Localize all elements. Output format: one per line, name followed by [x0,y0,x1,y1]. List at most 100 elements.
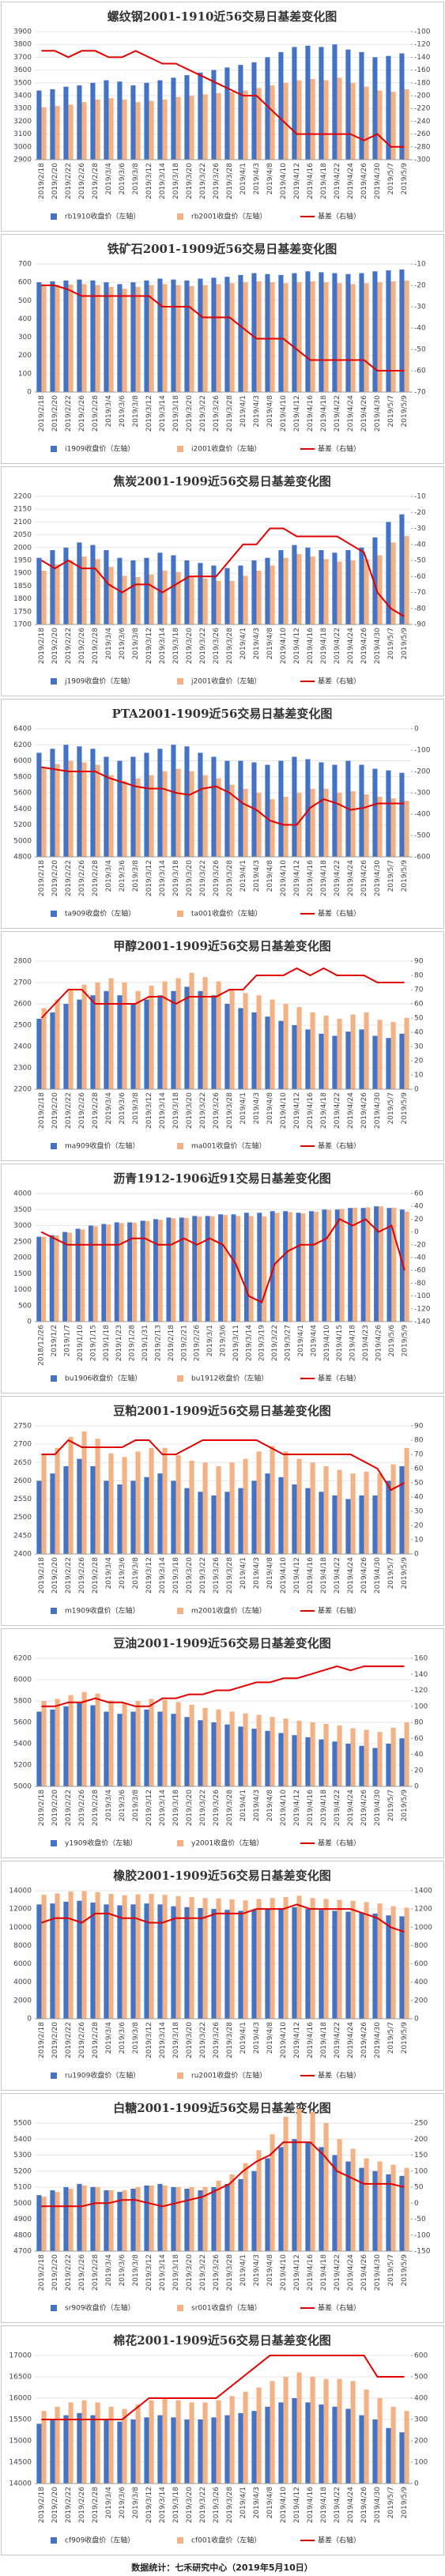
bar [345,550,351,624]
y-tick-label: 5100 [13,2184,32,2192]
bar [81,1891,87,2019]
bar [135,1701,141,1786]
bar [218,1214,223,1322]
bar [184,1488,190,1554]
bar [265,1909,270,2019]
bar [224,1004,230,1089]
bar [243,2163,248,2251]
y-tick-label: 2150 [13,506,32,514]
y2-tick-label: -60 [414,573,426,581]
bar [202,977,208,1089]
bar [144,1903,149,2019]
bar [108,2406,114,2484]
x-tick-label: 2019/3/12 [145,2254,153,2291]
bar [323,1899,329,2019]
y-tick-label: 5000 [13,2200,32,2208]
x-tick-label: 2019/2/22 [65,2254,73,2291]
x-tick-label: 2019/4/26 [375,1325,383,1361]
x-tick-label: 2019/4/8 [266,1790,274,1822]
bar [243,1900,248,2019]
bar [256,1451,262,1554]
bar [377,797,383,857]
x-tick-label: 2019/3/1 [206,1325,214,1356]
chart-title: 沥青1912-1906近91交易日基差变化图 [113,1171,331,1186]
bar [359,764,364,857]
basis-line [41,50,405,148]
bar [319,1033,324,1089]
y-tick-label: 10000 [9,1924,32,1932]
y2-tick-label: 60 [414,1465,424,1473]
x-tick-label: 2019/4/22 [334,2487,341,2523]
bar [157,278,163,392]
x-tick-label: 2019/4/8 [266,163,274,195]
bar [404,280,409,392]
bar [319,2404,324,2484]
bar [390,2164,396,2251]
y-tick-label: 1000 [13,1286,32,1294]
bar [171,1218,176,1322]
bar [130,1004,136,1089]
x-tick-label: 2019/3/4 [105,395,113,428]
y2-tick-label: 70 [414,986,424,994]
bar [390,1727,396,1786]
y-tick-label: 3300 [13,105,32,113]
bar [171,2187,176,2251]
y2-tick-label: 40 [414,1203,424,1211]
bar [216,1709,221,1786]
bar [157,1220,163,1322]
bar [256,88,262,160]
bar [157,2415,163,2484]
legend-label: cf001收盘价（左轴） [191,2536,261,2545]
chart-title: 棉花2001-1909近56交易日基差变化图 [113,2333,331,2348]
bar [81,102,87,160]
bar [117,995,123,1089]
bar [390,1464,396,1554]
bar [135,577,141,624]
basis-line [40,967,405,1019]
bar [77,542,82,624]
x-tick-label: 2019/2/26 [194,1325,202,1361]
y2-tick-label: -20 [414,509,426,517]
x-tick-label: 2019/3/22 [199,2022,207,2058]
bar [350,1014,356,1089]
bar [189,972,194,1089]
bar [108,1700,114,1786]
bar [288,1212,292,1322]
bar [359,547,364,624]
x-tick-label: 2019/3/28 [226,163,234,199]
bar [62,1231,68,1322]
x-tick-label: 2019/5/7 [387,1092,395,1124]
bar [184,2419,190,2484]
x-tick-label: 2019/5/7 [387,1790,395,1821]
bar [149,1699,154,1786]
y-tick-label: 3500 [13,79,32,87]
y-tick-label: 3100 [13,130,32,138]
x-tick-label: 2019/4/12 [293,1092,301,1129]
bar [229,1711,235,1786]
bar [41,1455,47,1554]
bar [377,1732,383,1786]
bar [305,45,311,160]
bar [211,1495,217,1554]
x-tick-label: 2019/1/31 [141,1325,149,1361]
bar [243,993,248,1089]
bar [149,1894,154,2019]
bar [292,1025,297,1089]
legend-label: 基差（右轴） [318,444,360,454]
legend-label: i2001收盘价（左轴） [191,444,261,454]
bar [104,1480,109,1554]
bar [296,1458,302,1554]
bar [256,1714,262,1786]
bar [337,1469,342,1554]
bar [144,1709,149,1786]
y2-tick-label: -500 [414,832,431,840]
y-tick-label: 400 [18,315,32,323]
bar [377,2161,383,2251]
bar [50,2190,55,2251]
y2-tick-label: -50 [414,557,426,565]
bar [283,2377,288,2484]
x-tick-label: 2019/4/12 [293,628,301,664]
x-tick-label: 2019/3/12 [145,1790,153,1826]
chart-title: PTA2001-1909近56交易日基差变化图 [112,707,333,721]
